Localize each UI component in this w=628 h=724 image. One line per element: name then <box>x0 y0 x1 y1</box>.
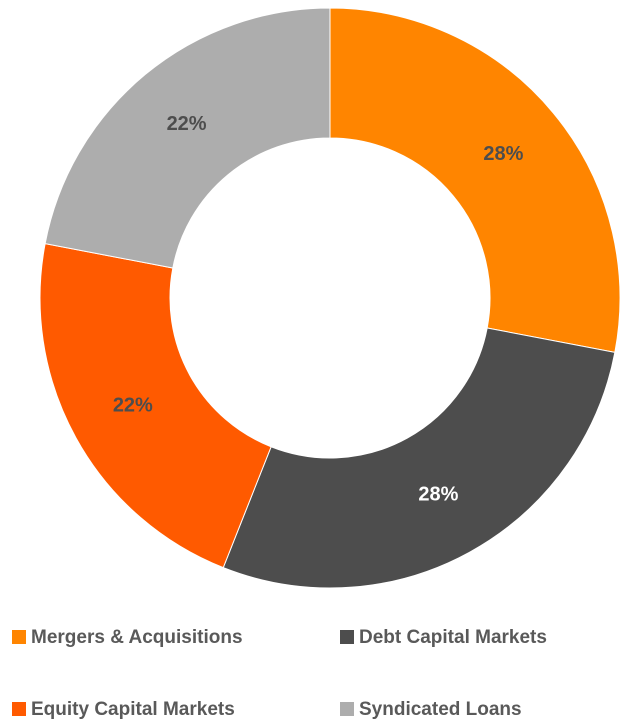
slice <box>39 243 272 569</box>
slice-label: 28% <box>483 143 523 165</box>
slice <box>222 327 616 589</box>
slice-label: 28% <box>418 483 458 505</box>
slice <box>329 7 621 353</box>
slice-label: 22% <box>167 113 207 135</box>
legend-label: Syndicated Loans <box>359 699 522 720</box>
legend-swatch <box>340 630 354 644</box>
legend-label: Debt Capital Markets <box>359 627 547 648</box>
slice-label: 22% <box>113 395 153 417</box>
legend-label: Equity Capital Markets <box>31 699 235 720</box>
legend-swatch <box>340 702 354 716</box>
legend-swatch <box>12 630 26 644</box>
legend-label: Mergers & Acquisitions <box>31 627 243 648</box>
slice <box>44 7 331 269</box>
legend-swatch <box>12 702 26 716</box>
